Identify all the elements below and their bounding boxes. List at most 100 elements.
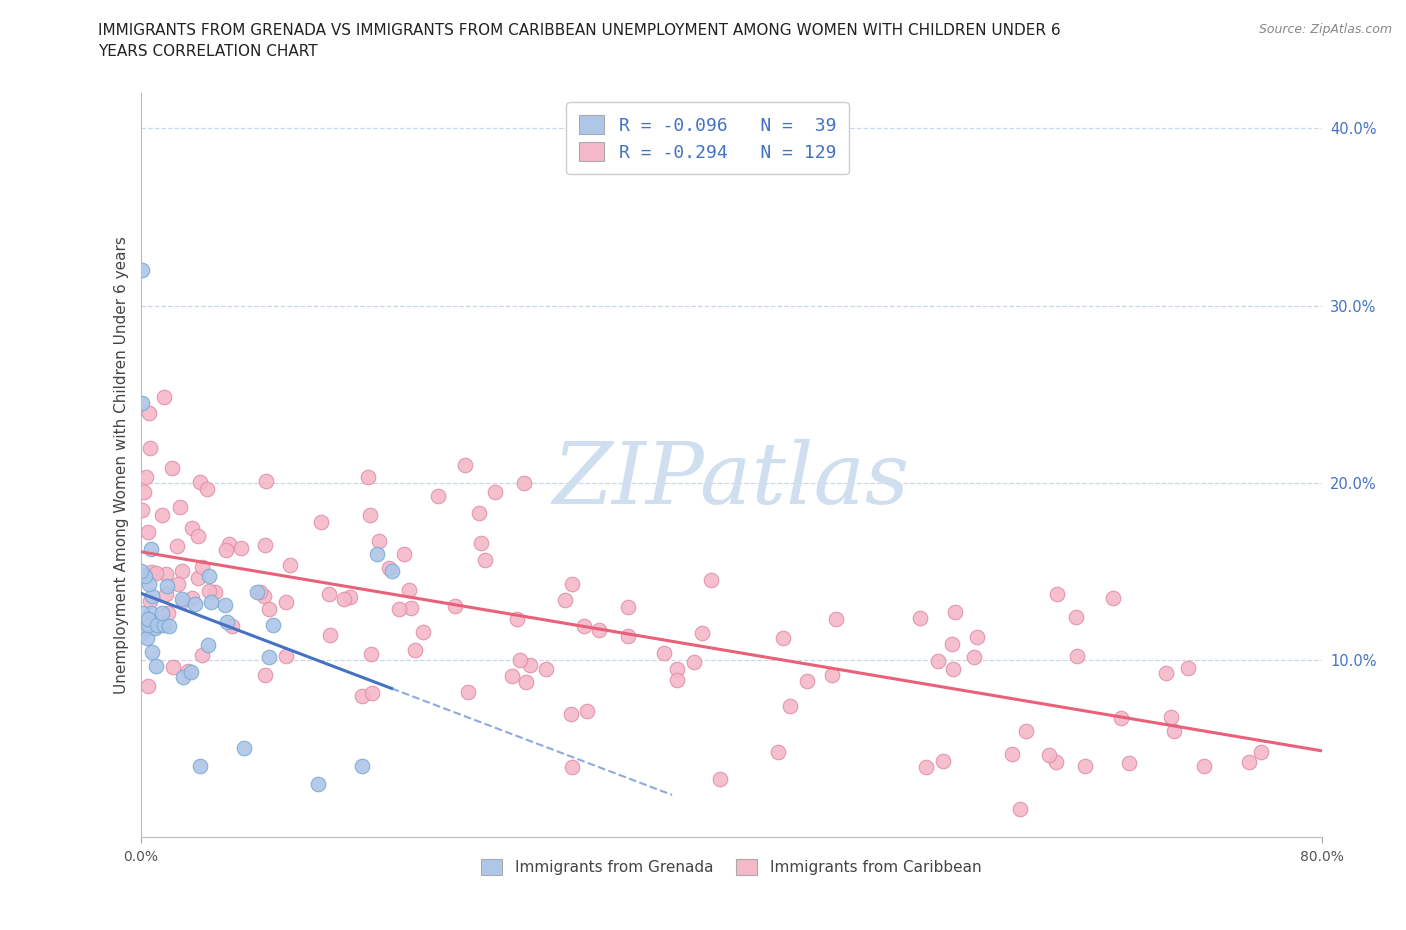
- Point: [233, 741, 256, 756]
- Point: [534, 661, 557, 676]
- Point: [652, 646, 675, 661]
- Point: [129, 564, 152, 578]
- Point: [141, 606, 163, 621]
- Text: IMMIGRANTS FROM GRENADA VS IMMIGRANTS FROM CARIBBEAN UNEMPLOYMENT AMONG WOMEN WI: IMMIGRANTS FROM GRENADA VS IMMIGRANTS FR…: [98, 23, 1062, 38]
- Point: [931, 753, 953, 768]
- Point: [513, 475, 536, 490]
- Point: [131, 262, 153, 277]
- Point: [146, 618, 169, 632]
- Point: [188, 475, 211, 490]
- Point: [138, 594, 160, 609]
- Point: [257, 649, 280, 664]
- Point: [131, 395, 153, 410]
- Point: [218, 537, 240, 551]
- Point: [254, 473, 277, 488]
- Point: [505, 612, 527, 627]
- Point: [963, 650, 986, 665]
- Point: [172, 591, 194, 606]
- Point: [454, 458, 477, 472]
- Point: [249, 584, 271, 599]
- Point: [1192, 759, 1215, 774]
- Point: [1109, 711, 1132, 725]
- Point: [426, 488, 449, 503]
- Point: [156, 605, 179, 620]
- Point: [153, 618, 176, 632]
- Point: [359, 508, 381, 523]
- Point: [215, 542, 238, 557]
- Point: [145, 658, 167, 673]
- Point: [824, 611, 846, 626]
- Point: [908, 610, 931, 625]
- Point: [177, 664, 200, 679]
- Point: [352, 759, 374, 774]
- Point: [1074, 759, 1097, 774]
- Point: [138, 577, 160, 591]
- Point: [187, 529, 209, 544]
- Point: [198, 583, 221, 598]
- Point: [484, 485, 506, 499]
- Point: [378, 561, 401, 576]
- Point: [257, 602, 280, 617]
- Point: [1038, 747, 1060, 762]
- Point: [942, 661, 965, 676]
- Point: [138, 405, 160, 420]
- Point: [588, 623, 610, 638]
- Point: [401, 600, 423, 615]
- Text: Source: ZipAtlas.com: Source: ZipAtlas.com: [1258, 23, 1392, 36]
- Point: [274, 594, 297, 609]
- Point: [368, 533, 391, 548]
- Point: [169, 499, 191, 514]
- Point: [191, 560, 214, 575]
- Point: [155, 578, 177, 593]
- Point: [699, 572, 721, 587]
- Point: [180, 591, 202, 605]
- Point: [157, 618, 180, 633]
- Point: [229, 540, 252, 555]
- Point: [357, 470, 380, 485]
- Point: [519, 658, 541, 672]
- Point: [263, 618, 285, 632]
- Point: [333, 591, 356, 606]
- Point: [366, 546, 388, 561]
- Point: [617, 629, 640, 644]
- Point: [150, 605, 173, 620]
- Point: [927, 653, 949, 668]
- Point: [1008, 801, 1031, 816]
- Point: [1163, 724, 1185, 738]
- Point: [246, 585, 269, 600]
- Point: [1046, 587, 1069, 602]
- Point: [690, 626, 713, 641]
- Point: [143, 620, 166, 635]
- Point: [150, 508, 173, 523]
- Point: [457, 684, 479, 699]
- Point: [138, 525, 160, 539]
- Point: [132, 485, 155, 499]
- Point: [821, 667, 844, 682]
- Point: [443, 599, 465, 614]
- Point: [561, 577, 583, 591]
- Point: [1066, 648, 1088, 663]
- Point: [307, 777, 329, 791]
- Point: [943, 604, 966, 619]
- Point: [167, 577, 190, 591]
- Point: [181, 521, 204, 536]
- Point: [172, 593, 194, 608]
- Point: [319, 628, 342, 643]
- Point: [554, 592, 576, 607]
- Point: [709, 772, 731, 787]
- Point: [398, 582, 420, 597]
- Point: [136, 612, 159, 627]
- Point: [278, 558, 301, 573]
- Point: [172, 670, 194, 684]
- Point: [162, 659, 184, 674]
- Point: [195, 482, 218, 497]
- Point: [254, 668, 277, 683]
- Point: [575, 704, 598, 719]
- Point: [131, 626, 153, 641]
- Y-axis label: Unemployment Among Women with Children Under 6 years: Unemployment Among Women with Children U…: [114, 236, 129, 694]
- Point: [184, 596, 207, 611]
- Point: [560, 707, 582, 722]
- Point: [360, 646, 382, 661]
- Point: [1001, 747, 1024, 762]
- Point: [509, 653, 531, 668]
